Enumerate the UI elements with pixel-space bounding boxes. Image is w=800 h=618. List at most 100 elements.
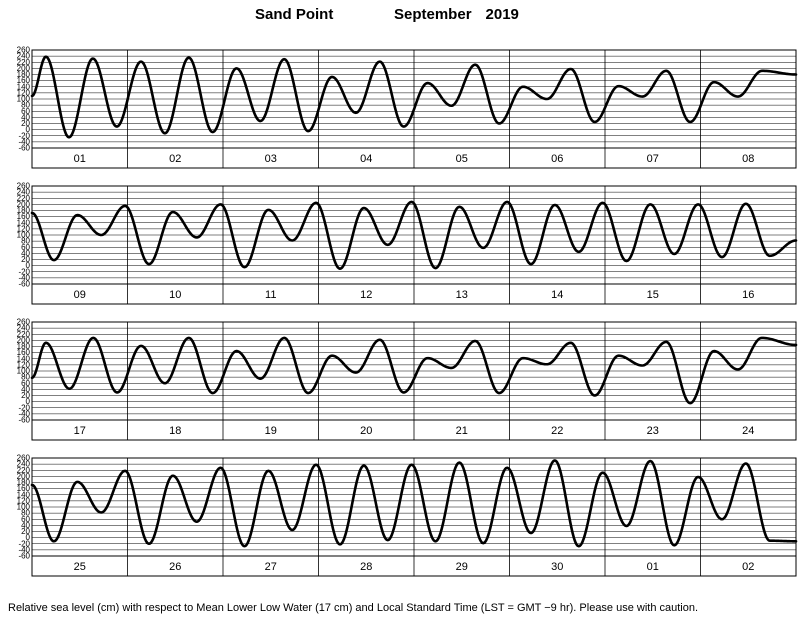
- y-tick-label: 0: [26, 397, 31, 406]
- day-label: 10: [169, 289, 181, 301]
- day-label: 08: [742, 153, 754, 165]
- y-tick-label: -60: [18, 552, 30, 561]
- chart-footnote: Relative sea level (cm) with respect to …: [8, 602, 699, 614]
- y-tick-label: -40: [18, 409, 30, 418]
- y-tick-label: 220: [17, 466, 31, 475]
- panel-frame: [31, 321, 797, 441]
- y-tick-label: -20: [18, 131, 30, 140]
- y-tick-label: 180: [17, 206, 31, 215]
- day-label: 05: [456, 153, 468, 165]
- y-tick-label: 260: [17, 318, 31, 327]
- day-label: 01: [647, 561, 659, 573]
- day-label: 15: [647, 289, 659, 301]
- day-label: 01: [74, 153, 86, 165]
- y-tick-label: 220: [17, 58, 31, 67]
- y-tick-label: 260: [17, 46, 31, 55]
- y-tick-label: 20: [21, 391, 30, 400]
- y-tick-label: 140: [17, 354, 31, 363]
- y-tick-label: -40: [18, 545, 30, 554]
- y-tick-label: 40: [21, 249, 30, 258]
- day-label: 24: [742, 425, 754, 437]
- y-tick-label: 120: [17, 88, 31, 97]
- y-tick-label: -20: [18, 403, 30, 412]
- tide-curve: [30, 459, 798, 548]
- y-tick-label: 80: [21, 101, 30, 110]
- day-label: 13: [456, 289, 468, 301]
- y-tick-label: 200: [17, 64, 31, 73]
- y-tick-label: 140: [17, 490, 31, 499]
- y-tick-label: -40: [18, 273, 30, 282]
- y-tick-label: 100: [17, 231, 31, 240]
- y-tick-label: 100: [17, 367, 31, 376]
- y-tick-label: 100: [17, 95, 31, 104]
- day-label: 19: [265, 425, 277, 437]
- day-label: 28: [360, 561, 372, 573]
- day-label: 26: [169, 561, 181, 573]
- y-tick-label: 160: [17, 76, 31, 85]
- y-tick-label: -40: [18, 137, 30, 146]
- y-tick-label: 120: [17, 360, 31, 369]
- day-label: 04: [360, 153, 372, 165]
- y-tick-label: 180: [17, 342, 31, 351]
- y-tick-label: 160: [17, 212, 31, 221]
- y-tick-label: 60: [21, 379, 30, 388]
- day-label: 23: [647, 425, 659, 437]
- tide-panel-1: -60-40-200204060801001201401601802002202…: [17, 46, 798, 169]
- panel-frame: [31, 49, 797, 169]
- y-tick-label: -60: [18, 280, 30, 289]
- tide-curve: [30, 55, 798, 139]
- y-tick-label: 240: [17, 188, 31, 197]
- y-tick-label: 120: [17, 224, 31, 233]
- y-tick-label: 60: [21, 515, 30, 524]
- y-tick-label: 80: [21, 373, 30, 382]
- y-tick-label: 120: [17, 496, 31, 505]
- y-tick-label: 80: [21, 509, 30, 518]
- y-tick-label: -60: [18, 144, 30, 153]
- y-tick-label: 80: [21, 237, 30, 246]
- day-label: 11: [265, 289, 276, 301]
- y-tick-label: 240: [17, 324, 31, 333]
- day-label: 22: [551, 425, 563, 437]
- y-tick-label: 200: [17, 472, 31, 481]
- y-tick-label: 100: [17, 503, 31, 512]
- tide-panel-2: -60-40-200204060801001201401601802002202…: [17, 182, 798, 305]
- day-label: 06: [551, 153, 563, 165]
- y-tick-label: 260: [17, 182, 31, 191]
- y-tick-label: 20: [21, 255, 30, 264]
- day-label: 12: [360, 289, 372, 301]
- chart-title-year: 2019: [485, 6, 519, 23]
- y-tick-label: 180: [17, 70, 31, 79]
- day-label: 27: [265, 561, 277, 573]
- y-tick-label: -60: [18, 416, 30, 425]
- y-tick-label: 240: [17, 460, 31, 469]
- y-tick-label: -20: [18, 267, 30, 276]
- y-tick-label: 0: [26, 533, 31, 542]
- day-label: 18: [169, 425, 181, 437]
- day-label: 29: [456, 561, 468, 573]
- y-tick-label: 140: [17, 218, 31, 227]
- day-label: 30: [551, 561, 563, 573]
- day-label: 20: [360, 425, 372, 437]
- y-tick-label: 140: [17, 82, 31, 91]
- day-label: 07: [647, 153, 659, 165]
- y-tick-label: 40: [21, 113, 30, 122]
- y-tick-label: 60: [21, 243, 30, 252]
- tide-panel-4: -60-40-200204060801001201401601802002202…: [17, 454, 798, 577]
- day-label: 14: [551, 289, 563, 301]
- chart-title-month: September: [394, 6, 472, 23]
- chart-title-station: Sand Point: [255, 6, 334, 23]
- day-label: 02: [169, 153, 181, 165]
- day-label: 17: [74, 425, 86, 437]
- y-tick-label: 20: [21, 119, 30, 128]
- y-tick-label: 180: [17, 478, 31, 487]
- day-label: 02: [742, 561, 754, 573]
- y-tick-label: 160: [17, 484, 31, 493]
- y-tick-label: 240: [17, 52, 31, 61]
- y-tick-label: 0: [26, 125, 31, 134]
- y-tick-label: 40: [21, 385, 30, 394]
- y-tick-label: 260: [17, 454, 31, 463]
- day-label: 03: [265, 153, 277, 165]
- y-tick-label: 0: [26, 261, 31, 270]
- tide-curve: [30, 336, 798, 405]
